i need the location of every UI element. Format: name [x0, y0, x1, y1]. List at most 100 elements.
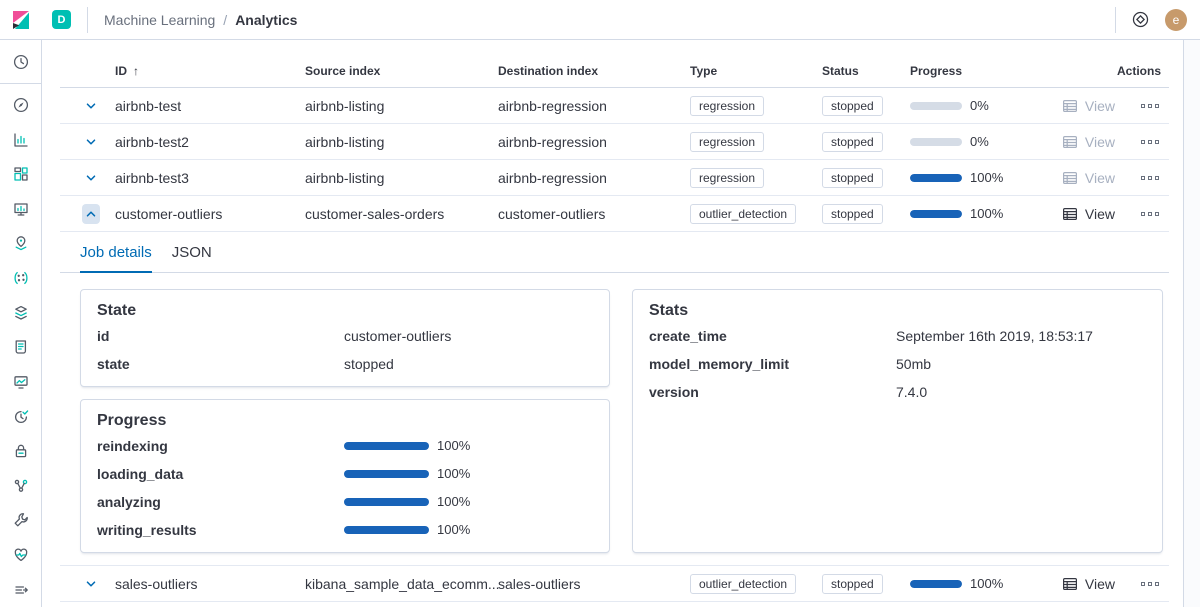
expand-row-button[interactable]: [82, 168, 100, 188]
sidebar-item-siem[interactable]: [0, 434, 42, 469]
detail-value: 7.4.0: [896, 384, 928, 400]
row-actions-menu-button[interactable]: [1139, 210, 1161, 218]
kibana-logo[interactable]: [0, 9, 42, 31]
status-badge: stopped: [822, 95, 883, 116]
view-job-button[interactable]: View: [1062, 134, 1115, 150]
column-header-status[interactable]: Status: [822, 64, 859, 78]
sidebar-item-discover[interactable]: [0, 88, 42, 123]
destination-index-cell: airbnb-regression: [498, 133, 607, 150]
tab-json[interactable]: JSON: [171, 244, 212, 261]
sidebar-item-machine-learning[interactable]: [0, 261, 42, 296]
detail-row: state stopped: [97, 350, 593, 378]
progress-value: 100%: [437, 522, 471, 537]
breadcrumb-page: Analytics: [235, 11, 298, 28]
breadcrumb: Machine Learning / Analytics: [104, 12, 297, 28]
progress-bar: [910, 579, 962, 588]
column-header-source[interactable]: Source index: [305, 64, 381, 78]
state-label: id: [97, 328, 110, 344]
row-actions-menu-button[interactable]: [1139, 580, 1161, 588]
help-menu-button[interactable]: [1132, 11, 1149, 28]
table-body: airbnb-test airbnb-listing airbnb-regres…: [60, 88, 1169, 602]
row-actions-menu-button[interactable]: [1139, 174, 1161, 182]
scrollbar[interactable]: [1183, 40, 1200, 607]
view-job-button[interactable]: View: [1062, 98, 1115, 114]
row-actions-menu-button[interactable]: [1139, 102, 1161, 110]
column-header-progress[interactable]: Progress: [910, 64, 963, 78]
view-job-button[interactable]: View: [1062, 576, 1115, 592]
job-id-cell: sales-outliers: [115, 575, 198, 592]
table-header-row: ID ↑ Source index Destination index Type …: [60, 55, 1169, 88]
status-badge: stopped: [822, 167, 883, 188]
detail-row: id customer-outliers: [97, 322, 593, 350]
dashboard-icon: [12, 165, 30, 183]
progress-phase-row: analyzing 100%: [97, 488, 593, 516]
table-row: airbnb-test3 airbnb-listing airbnb-regre…: [60, 160, 1169, 196]
row-actions-menu-button[interactable]: [1139, 138, 1161, 146]
column-header-type[interactable]: Type: [690, 64, 718, 78]
view-label: View: [1084, 169, 1115, 186]
space-badge[interactable]: D: [52, 10, 71, 29]
view-label: View: [1084, 133, 1115, 150]
sidebar-item-management[interactable]: [0, 572, 42, 607]
sidebar-item-logs[interactable]: [0, 330, 42, 365]
table-row: sales-outliers kibana_sample_data_ecomm.…: [60, 566, 1169, 602]
chevron-down-icon: [86, 174, 96, 181]
progress-bar: [910, 173, 962, 182]
sidebar-item-dev-tools[interactable]: [0, 503, 42, 538]
monitor-icon: [12, 373, 30, 391]
sidebar-item-canvas[interactable]: [0, 191, 42, 226]
progress-value: 100%: [970, 170, 1004, 185]
job-id-cell: airbnb-test: [115, 97, 182, 114]
source-index-cell: airbnb-listing: [305, 169, 385, 186]
detail-value: stopped: [344, 356, 394, 372]
sidebar-item-uptime[interactable]: [0, 399, 42, 434]
progress-value: 100%: [970, 206, 1004, 221]
avatar[interactable]: e: [1165, 8, 1187, 31]
compass-icon: [12, 96, 30, 114]
view-job-button[interactable]: View: [1062, 206, 1115, 222]
sidebar-item-maps[interactable]: [0, 226, 42, 261]
boxes-horizontal-icon: [1141, 581, 1145, 586]
sidebar-item-metrics[interactable]: [0, 365, 42, 400]
expand-row-button[interactable]: [82, 96, 100, 116]
view-job-button[interactable]: View: [1062, 170, 1115, 186]
sidebar-item-stack-monitoring[interactable]: [0, 538, 42, 573]
table-row: airbnb-test2 airbnb-listing airbnb-regre…: [60, 124, 1169, 160]
progress-phase-row: writing_results 100%: [97, 516, 593, 544]
job-id-cell: customer-outliers: [115, 205, 223, 222]
kibana-logo-icon: [13, 10, 29, 29]
progress-bar-fill: [910, 579, 962, 588]
column-header-id[interactable]: ID ↑: [100, 64, 305, 78]
progress-value: 0%: [970, 134, 989, 149]
header-divider: [1115, 6, 1116, 33]
tab-job-details[interactable]: Job details: [80, 244, 152, 273]
column-header-destination[interactable]: Destination index: [498, 64, 599, 78]
boxes-horizontal-icon: [1141, 139, 1145, 144]
progress-panel-title: Progress: [97, 412, 167, 429]
sidebar-item-visualize[interactable]: [0, 122, 42, 157]
detail-row: create_time September 16th 2019, 18:53:17: [649, 322, 1146, 350]
breadcrumb-section[interactable]: Machine Learning: [104, 11, 216, 28]
expand-row-button[interactable]: [82, 574, 100, 594]
expand-row-button[interactable]: [82, 132, 100, 152]
progress-value: 100%: [437, 438, 471, 453]
boxes-horizontal-icon: [1141, 211, 1145, 216]
column-header-actions: Actions: [1116, 64, 1161, 78]
map-pin-icon: [12, 234, 30, 252]
lock-icon: [12, 442, 30, 460]
header-right: e: [1115, 6, 1200, 33]
sidebar-item-recently-viewed[interactable]: [0, 45, 42, 80]
table-row: customer-outliers customer-sales-orders …: [60, 196, 1169, 232]
expand-row-button[interactable]: [82, 203, 100, 224]
table-row: airbnb-test airbnb-listing airbnb-regres…: [60, 88, 1169, 124]
source-index-cell: airbnb-listing: [305, 97, 385, 114]
sidebar-item-ingest[interactable]: [0, 295, 42, 330]
progress-bar: [910, 137, 962, 146]
job-id-cell: airbnb-test2: [115, 133, 189, 150]
progress-phase-label: writing_results: [97, 522, 197, 538]
sidebar-item-apm[interactable]: [0, 468, 42, 503]
view-label: View: [1084, 575, 1115, 592]
manage-arrow-icon: [12, 581, 30, 599]
progress-bar-fill: [344, 526, 429, 534]
sidebar-item-dashboard[interactable]: [0, 157, 42, 192]
